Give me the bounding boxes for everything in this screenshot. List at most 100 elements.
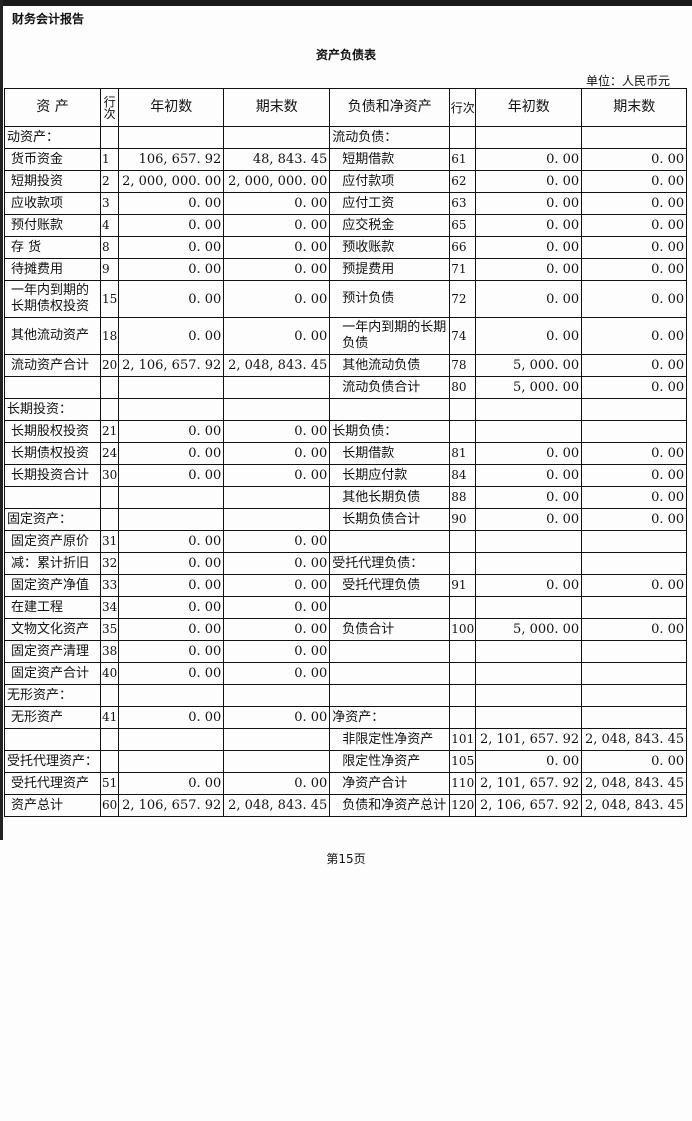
asset-line-no: 3 xyxy=(100,192,120,215)
table-row: 长期投资合计 30 0. 00 0. 00 长期应付款 84 0. 00 0. 00 xyxy=(3,464,688,487)
asset-end-value: 0. 00 xyxy=(223,552,331,575)
asset-item-name: 受托代理资产： xyxy=(3,750,102,773)
col-liability: 负债和净资产 xyxy=(329,88,451,127)
asset-end-value: 0. 00 xyxy=(223,530,331,553)
asset-begin-value xyxy=(118,508,225,531)
table-row: 资产总计 60 2, 106, 657. 92 2, 048, 843. 45 负债和净… xyxy=(3,794,688,817)
liability-item-name: 预提费用 xyxy=(329,258,451,281)
report-name: 财务会计报告 xyxy=(12,12,85,26)
asset-line-no: 33 xyxy=(100,574,120,597)
liability-item-name: 长期负债： xyxy=(329,420,451,443)
col-line-no: 行次 xyxy=(100,88,120,127)
liability-begin-value xyxy=(475,398,583,421)
liability-item-name: 受托代理负债： xyxy=(329,552,451,575)
asset-begin-value: 0. 00 xyxy=(118,618,225,641)
liability-begin-value: 0. 00 xyxy=(475,442,583,465)
asset-begin-value xyxy=(118,486,225,509)
asset-item-name: 长期股权投资 xyxy=(3,420,102,443)
liability-line-no: 80 xyxy=(449,376,477,399)
asset-item-name: 受托代理资产 xyxy=(3,772,102,795)
asset-item-name: 货币资金 xyxy=(3,148,102,171)
table-row: 长期投资： xyxy=(3,398,688,421)
asset-end-value: 2, 048, 843. 45 xyxy=(223,794,331,817)
liability-line-no xyxy=(449,420,477,443)
liability-line-no: 91 xyxy=(449,574,477,597)
table-row: 待摊费用 9 0. 00 0. 00 预提费用 71 0. 00 0. 00 xyxy=(3,258,688,281)
table-row: 文物文化资产 35 0. 00 0. 00 负债合计 100 5, 000. 00 0. 00 xyxy=(3,618,688,641)
asset-end-value: 0. 00 xyxy=(223,596,331,619)
asset-end-value xyxy=(223,126,331,149)
liability-end-value: 0. 00 xyxy=(581,280,688,318)
liability-begin-value: 0. 00 xyxy=(475,148,583,171)
asset-line-no xyxy=(100,486,120,509)
asset-end-value: 0. 00 xyxy=(223,574,331,597)
liability-item-name xyxy=(329,684,451,707)
asset-line-no: 38 xyxy=(100,640,120,663)
liability-end-value: 0. 00 xyxy=(581,148,688,171)
liability-begin-value: 0. 00 xyxy=(475,258,583,281)
liability-end-value: 0. 00 xyxy=(581,464,688,487)
liability-line-no: 120 xyxy=(449,794,477,817)
liability-line-no: 81 xyxy=(449,442,477,465)
asset-line-no: 24 xyxy=(100,442,120,465)
asset-line-no: 34 xyxy=(100,596,120,619)
liability-line-no: 63 xyxy=(449,192,477,215)
asset-item-name: 应收款项 xyxy=(3,192,102,215)
asset-item-name: 存 货 xyxy=(3,236,102,259)
liability-begin-value: 5, 000. 00 xyxy=(475,376,583,399)
liability-end-value xyxy=(581,398,688,421)
table-row: 受托代理资产： 限定性净资产 105 0. 00 0. 00 xyxy=(3,750,688,773)
liability-begin-value: 5, 000. 00 xyxy=(475,354,583,377)
table-row: 固定资产原价 31 0. 00 0. 00 xyxy=(3,530,688,553)
asset-line-no: 2 xyxy=(100,170,120,193)
asset-item-name xyxy=(3,486,102,509)
liability-end-value xyxy=(581,662,688,685)
liability-line-no: 110 xyxy=(449,772,477,795)
asset-end-value: 0. 00 xyxy=(223,442,331,465)
asset-line-no: 15 xyxy=(100,280,120,318)
table-row: 预付账款 4 0. 00 0. 00 应交税金 65 0. 00 0. 00 xyxy=(3,214,688,237)
table-row: 长期债权投资 24 0. 00 0. 00 长期借款 81 0. 00 0. 00 xyxy=(3,442,688,465)
asset-item-name: 待摊费用 xyxy=(3,258,102,281)
asset-begin-value: 0. 00 xyxy=(118,772,225,795)
liability-begin-value: 0. 00 xyxy=(475,574,583,597)
asset-line-no xyxy=(100,750,120,773)
liability-end-value: 0. 00 xyxy=(581,508,688,531)
liability-line-no: 88 xyxy=(449,486,477,509)
asset-line-no: 1 xyxy=(100,148,120,171)
liability-item-name: 预计负债 xyxy=(329,280,451,318)
asset-begin-value: 0. 00 xyxy=(118,236,225,259)
table-row: 固定资产： 长期负债合计 90 0. 00 0. 00 xyxy=(3,508,688,531)
asset-end-value: 0. 00 xyxy=(223,464,331,487)
table-row: 无形资产 41 0. 00 0. 00 净资产： xyxy=(3,706,688,729)
liability-end-value: 0. 00 xyxy=(581,574,688,597)
liability-begin-value xyxy=(475,552,583,575)
table-row: 流动资产合计 20 2, 106, 657. 92 2, 048, 843. 45 其他… xyxy=(3,354,688,377)
table-row: 非限定性净资产 101 2, 101, 657. 92 2, 048, 843. 45 xyxy=(3,728,688,751)
liability-begin-value: 0. 00 xyxy=(475,508,583,531)
liability-item-name: 流动负债合计 xyxy=(329,376,451,399)
liability-item-name: 受托代理负债 xyxy=(329,574,451,597)
liability-line-no xyxy=(449,552,477,575)
asset-begin-value: 0. 00 xyxy=(118,574,225,597)
asset-item-name: 无形资产 xyxy=(3,706,102,729)
asset-line-no xyxy=(100,684,120,707)
liability-line-no: 100 xyxy=(449,618,477,641)
asset-begin-value: 0. 00 xyxy=(118,280,225,318)
asset-end-value: 0. 00 xyxy=(223,618,331,641)
asset-begin-value xyxy=(118,750,225,773)
asset-end-value xyxy=(223,398,331,421)
liability-item-name xyxy=(329,662,451,685)
asset-item-name: 固定资产原价 xyxy=(3,530,102,553)
asset-end-value: 0. 00 xyxy=(223,420,331,443)
liability-item-name: 长期借款 xyxy=(329,442,451,465)
asset-item-name: 在建工程 xyxy=(3,596,102,619)
liability-begin-value: 0. 00 xyxy=(475,236,583,259)
col-line-no: 行次 xyxy=(449,88,477,127)
page-title: 资产负债表 xyxy=(315,48,376,62)
asset-end-value: 0. 00 xyxy=(223,214,331,237)
asset-item-name: 长期债权投资 xyxy=(3,442,102,465)
asset-begin-value: 0. 00 xyxy=(118,530,225,553)
asset-begin-value: 0. 00 xyxy=(118,706,225,729)
liability-item-name: 其他流动负债 xyxy=(329,354,451,377)
